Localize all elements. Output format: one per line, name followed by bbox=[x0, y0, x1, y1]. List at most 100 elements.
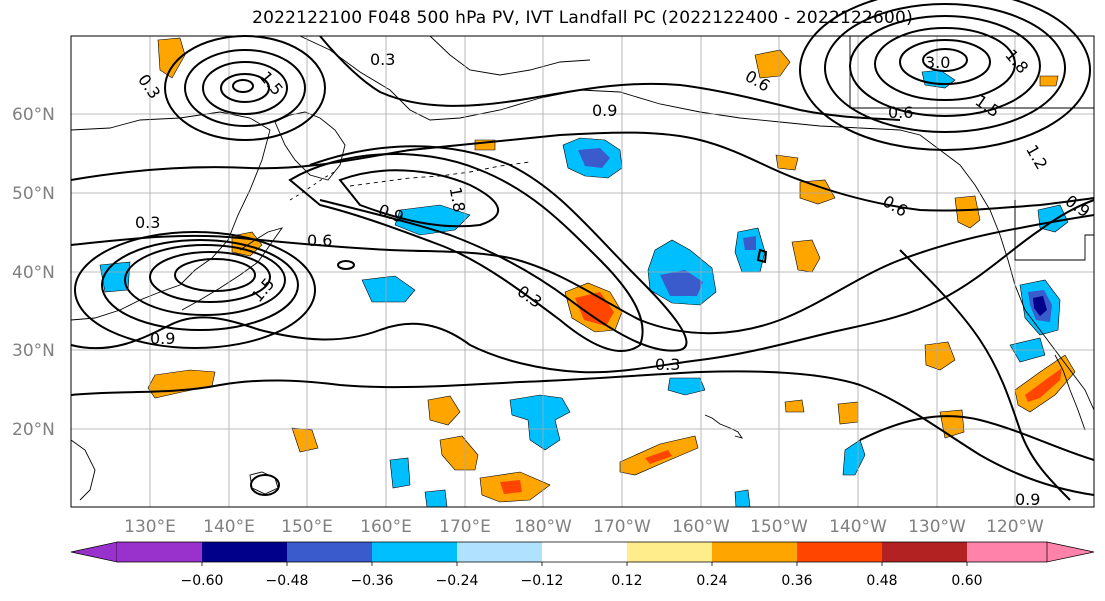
pv-ring-ne5 bbox=[899, 39, 991, 85]
colorbar-seg-8 bbox=[712, 542, 797, 562]
coast-hawaii bbox=[704, 414, 744, 439]
colorbar-seg-3 bbox=[287, 542, 372, 562]
colorbar-tick-label: −0.24 bbox=[436, 573, 479, 589]
pv-contours bbox=[70, 0, 1095, 501]
pv-ring-ne6 bbox=[922, 48, 968, 72]
pv-contour-09 bbox=[70, 131, 1095, 212]
pv-trough-2 bbox=[309, 145, 688, 352]
shade-pos-2-core bbox=[500, 480, 522, 494]
colorbar-seg-1 bbox=[117, 542, 202, 562]
colorbar-tick-labels: −0.60 −0.48 −0.36 −0.24 −0.12 0.12 0.24 … bbox=[181, 573, 983, 589]
lon-label: 180°W bbox=[514, 517, 572, 537]
shade-pos-15 bbox=[784, 399, 805, 413]
colorbar-seg-6 bbox=[542, 542, 627, 562]
contour-label: 0.9 bbox=[150, 329, 175, 348]
contour-label: 3.0 bbox=[925, 53, 950, 72]
shade-pos-8 bbox=[954, 195, 981, 229]
colorbar-ticks bbox=[201, 562, 968, 566]
colorbar-tick-label: 0.12 bbox=[611, 573, 642, 589]
pv-ring-w1 bbox=[74, 231, 316, 349]
lon-label: 130°E bbox=[124, 517, 176, 537]
contour-label: 0.3 bbox=[370, 50, 395, 69]
pv-ring-ne3 bbox=[849, 15, 1041, 117]
shade-pos-18 bbox=[1039, 75, 1059, 87]
pv-trough-3 bbox=[338, 169, 500, 228]
lon-label: 160°E bbox=[360, 517, 412, 537]
colorbar-seg-9 bbox=[797, 542, 882, 562]
pv-contour-03-south bbox=[70, 370, 1095, 496]
lon-label: 140°E bbox=[203, 517, 255, 537]
lat-label: 30°N bbox=[12, 341, 55, 361]
coast-baja bbox=[1054, 354, 1086, 431]
pv-ring-nw4 bbox=[220, 73, 270, 103]
lon-label: 170°E bbox=[439, 517, 491, 537]
colorbar-tick-label: 0.24 bbox=[696, 573, 727, 589]
pv-contour-east-2 bbox=[859, 415, 1095, 461]
shade-pos-11 bbox=[754, 49, 791, 79]
pv-ring-ne1 bbox=[799, 0, 1091, 151]
pv-contour-east-1 bbox=[899, 249, 1071, 501]
pv-ring-w3 bbox=[124, 244, 286, 316]
shade-pos-12 bbox=[157, 37, 186, 79]
colorbar-seg-10 bbox=[882, 542, 967, 562]
coast-alaska bbox=[299, 35, 1095, 411]
pv-contour-06 bbox=[70, 214, 1095, 335]
map-plot-area bbox=[71, 36, 1094, 507]
lat-label: 40°N bbox=[12, 263, 55, 283]
pv-ring-nw5 bbox=[232, 79, 254, 93]
map-border bbox=[70, 35, 1095, 508]
lon-label: 120°W bbox=[986, 517, 1044, 537]
lon-axis: 130°E 140°E 150°E 160°E 170°E 180°W 170°… bbox=[124, 517, 1044, 537]
colorbar-seg-7 bbox=[627, 542, 712, 562]
shade-pos-7 bbox=[799, 179, 836, 205]
shade-neg-alaska-gulf-core bbox=[578, 148, 610, 168]
contour-label: 0.9 bbox=[592, 101, 617, 120]
contour-label: 0.3 bbox=[655, 355, 680, 374]
shade-neg-11 bbox=[389, 457, 411, 489]
colorbar-tick-label: −0.12 bbox=[521, 573, 564, 589]
shade-neg-central-core bbox=[660, 270, 703, 296]
shade-pos-baja-core bbox=[1025, 368, 1062, 402]
shade-pos-17 bbox=[775, 154, 799, 171]
shade-neg-9 bbox=[842, 439, 866, 476]
coast-kuril bbox=[289, 171, 335, 201]
pv-ring-ne2 bbox=[824, 3, 1066, 133]
coast-philippines bbox=[70, 439, 96, 501]
colorbar-seg-0 bbox=[70, 541, 118, 563]
shade-neg-4 bbox=[509, 394, 571, 451]
pv-loop-1 bbox=[250, 474, 280, 496]
shade-neg-2 bbox=[361, 275, 416, 303]
lon-label: 170°W bbox=[593, 517, 651, 537]
shade-neg-3-core bbox=[743, 236, 756, 250]
colorbar-tick-label: 0.60 bbox=[951, 573, 982, 589]
colorbar-tick-label: −0.48 bbox=[266, 573, 309, 589]
contour-label: 0.6 bbox=[888, 103, 913, 122]
colorbar-seg-11 bbox=[967, 542, 1047, 562]
contour-label: 0.9 bbox=[1015, 490, 1040, 509]
shade-pos-1 bbox=[439, 435, 479, 471]
colorbar-tick-label: −0.60 bbox=[181, 573, 224, 589]
pv-ring-nw3 bbox=[202, 61, 288, 115]
lon-label: 150°E bbox=[281, 517, 333, 537]
pv-ring-nw2 bbox=[184, 49, 306, 127]
shade-neg-6-deep bbox=[1033, 296, 1047, 316]
colorbar-seg-2 bbox=[202, 542, 287, 562]
pv-loop-3 bbox=[756, 248, 768, 264]
pv-contour-03-main bbox=[70, 199, 1095, 374]
colorbar-seg-12 bbox=[1046, 541, 1095, 563]
shade-pos-9 bbox=[924, 341, 956, 371]
lon-label: 140°W bbox=[829, 517, 887, 537]
shade-neg-14 bbox=[424, 489, 448, 508]
contour-label: 0.3 bbox=[135, 213, 160, 232]
shade-pos-6 bbox=[791, 239, 821, 273]
colorbar-seg-4 bbox=[372, 542, 457, 562]
pv-contour-north bbox=[319, 35, 901, 121]
colorbar-tick-label: −0.36 bbox=[351, 573, 394, 589]
map-background bbox=[71, 36, 1094, 507]
colorbar-tick-label: 0.48 bbox=[866, 573, 897, 589]
pv-ring-w5 bbox=[174, 258, 256, 292]
contour-label: 0.6 bbox=[307, 231, 332, 250]
lat-axis: 60°N 50°N 40°N 30°N 20°N bbox=[12, 105, 55, 440]
lon-label: 150°W bbox=[750, 517, 808, 537]
